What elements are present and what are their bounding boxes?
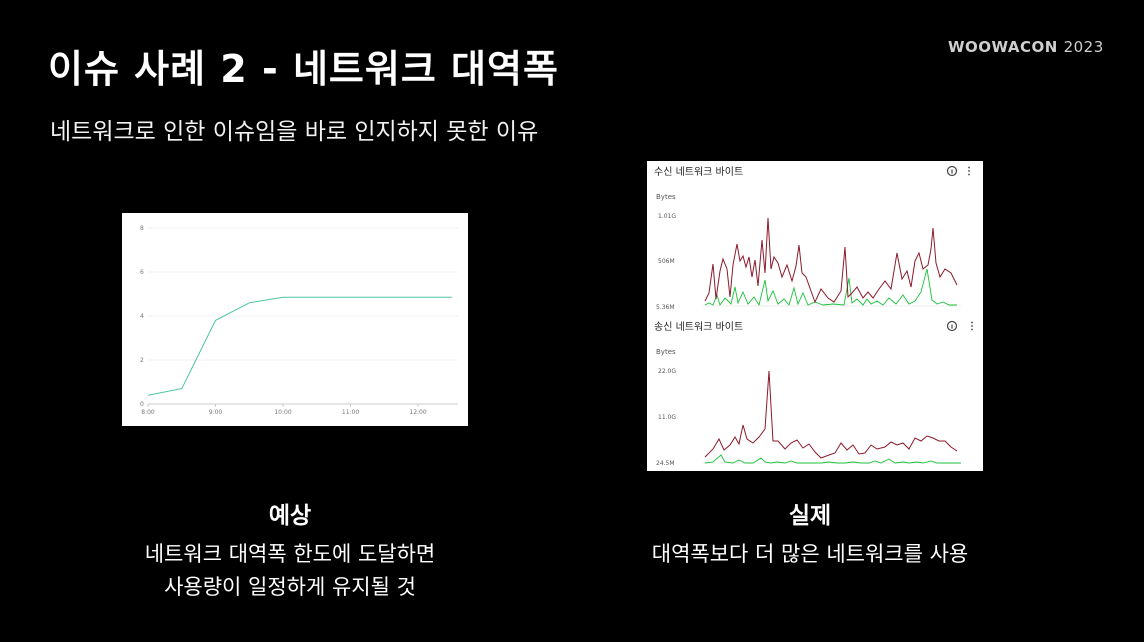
- actual-chart-panel: 수신 네트워크 바이트 Bytes 1.01G 506M 5.36M 송신 네트…: [647, 161, 983, 471]
- actual-line-1: 대역폭보다 더 많은 네트워크를 사용: [651, 542, 969, 566]
- sent-secondary-line: [704, 454, 961, 464]
- expected-chart-svg: 8 6 4 2 0 8:00 9:00 10:00 11:00 12:00: [140, 225, 458, 416]
- x-tick-label: 9:00: [209, 409, 223, 416]
- info-icon[interactable]: [946, 165, 958, 177]
- expected-heading: 예상: [268, 503, 312, 529]
- y-tick-label: 2: [140, 357, 144, 364]
- sent-chart-title: 송신 네트워크 바이트: [654, 320, 743, 333]
- received-primary-line: [704, 217, 958, 304]
- expected-series-line: [147, 296, 452, 396]
- logo-year: 2023: [1063, 38, 1104, 56]
- sent-unit-label: Bytes: [656, 348, 676, 356]
- actual-heading: 실제: [788, 503, 832, 529]
- expected-line-1: 네트워크 대역폭 한도에 도달하면: [144, 542, 436, 566]
- x-tick-label: 10:00: [274, 409, 291, 416]
- received-chart-title: 수신 네트워크 바이트: [654, 165, 743, 178]
- more-vert-icon[interactable]: [971, 321, 973, 331]
- actual-chart-svg: 수신 네트워크 바이트 Bytes 1.01G 506M 5.36M 송신 네트…: [654, 165, 973, 467]
- expected-chart: 8 6 4 2 0 8:00 9:00 10:00 11:00 12:00: [122, 213, 468, 426]
- x-tick-label: 8:00: [141, 409, 155, 416]
- received-ytick-top: 1.01G: [658, 213, 676, 220]
- sent-ytick-bottom: 24.5M: [656, 460, 675, 467]
- sent-primary-line: [704, 370, 958, 459]
- more-vert-icon[interactable]: [968, 166, 970, 176]
- actual-caption: 실제 대역폭보다 더 많은 네트워크를 사용: [600, 496, 1020, 571]
- sent-ytick-mid: 11.0G: [658, 414, 676, 421]
- sent-ytick-top: 22.0G: [658, 368, 676, 375]
- y-tick-label: 6: [140, 269, 144, 276]
- info-icon[interactable]: [946, 320, 958, 332]
- received-ytick-bottom: 5.36M: [656, 304, 675, 311]
- received-ytick-mid: 506M: [658, 258, 675, 265]
- x-tick-label: 12:00: [409, 409, 426, 416]
- y-tick-label: 4: [140, 313, 144, 320]
- slide-title: 이슈 사례 2 - 네트워크 대역폭: [48, 47, 559, 91]
- x-tick-label: 11:00: [342, 409, 359, 416]
- received-unit-label: Bytes: [656, 193, 676, 201]
- logo-brand: WOOWACON: [948, 38, 1058, 56]
- expected-caption: 예상 네트워크 대역폭 한도에 도달하면 사용량이 일정하게 유지될 것: [100, 496, 480, 604]
- y-tick-label: 0: [140, 401, 144, 408]
- brand-logo: WOOWACON 2023: [948, 38, 1104, 56]
- slide-subtitle: 네트워크로 인한 이슈임을 바로 인지하지 못한 이유: [50, 119, 539, 145]
- y-tick-label: 8: [140, 225, 144, 232]
- expected-line-2: 사용량이 일정하게 유지될 것: [164, 575, 416, 599]
